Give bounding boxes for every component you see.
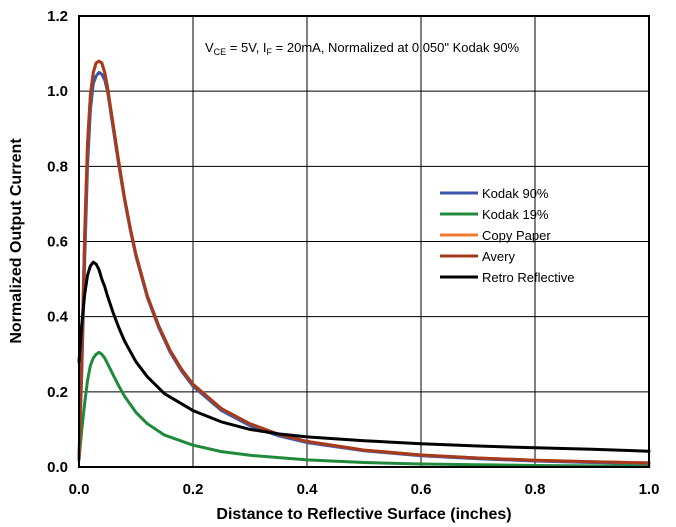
x-axis-title: Distance to Reflective Surface (inches) bbox=[216, 506, 511, 523]
series-line-1 bbox=[77, 350, 651, 468]
conditions-annotation: VCE = 5V, IF = 20mA, Normalized at 0.050… bbox=[205, 40, 520, 57]
x-tick-label-3: 0.6 bbox=[411, 481, 432, 498]
annotation-sub-2: F bbox=[267, 47, 273, 57]
x-tick-label-2: 0.4 bbox=[297, 481, 319, 498]
series-line-4 bbox=[77, 260, 651, 453]
annotation-part-3: = 20mA, Normalized at 0.050" Kodak 90% bbox=[272, 40, 519, 55]
legend-label-3: Avery bbox=[482, 249, 515, 264]
y-tick-label-5: 1.0 bbox=[47, 83, 68, 100]
legend-label-0: Kodak 90% bbox=[482, 186, 549, 201]
y-axis-title: Normalized Output Current bbox=[8, 138, 25, 344]
x-tick-label-4: 0.8 bbox=[525, 481, 546, 498]
y-tick-label-1: 0.2 bbox=[47, 384, 68, 401]
legend-label-1: Kodak 19% bbox=[482, 207, 549, 222]
series-line-3 bbox=[77, 59, 651, 465]
grid bbox=[78, 15, 650, 468]
y-tick-label-2: 0.4 bbox=[47, 309, 69, 326]
legend-label-4: Retro Reflective bbox=[482, 270, 574, 285]
legend: Kodak 90% Kodak 19% Copy Paper Avery Retro R… bbox=[440, 186, 574, 285]
y-tick-label-4: 0.8 bbox=[47, 158, 68, 175]
x-tick-label-5: 1.0 bbox=[639, 481, 660, 498]
y-tick-label-6: 1.2 bbox=[47, 8, 68, 25]
y-tick-label-3: 0.6 bbox=[47, 234, 68, 251]
x-tick-labels: 0.0 0.2 0.4 0.6 0.8 1.0 bbox=[69, 481, 660, 498]
plot-frame bbox=[78, 15, 650, 468]
annotation-sub-1: CE bbox=[214, 47, 227, 57]
x-tick-label-1: 0.2 bbox=[183, 481, 204, 498]
series-lines bbox=[77, 59, 651, 468]
legend-label-2: Copy Paper bbox=[482, 228, 551, 243]
annotation-part-2: = 5V, I bbox=[226, 40, 266, 55]
y-tick-labels: 0.0 0.2 0.4 0.6 0.8 1.0 1.2 bbox=[47, 8, 69, 476]
annotation-part-1: V bbox=[205, 40, 214, 55]
x-tick-label-0: 0.0 bbox=[69, 481, 90, 498]
y-tick-label-0: 0.0 bbox=[47, 459, 68, 476]
